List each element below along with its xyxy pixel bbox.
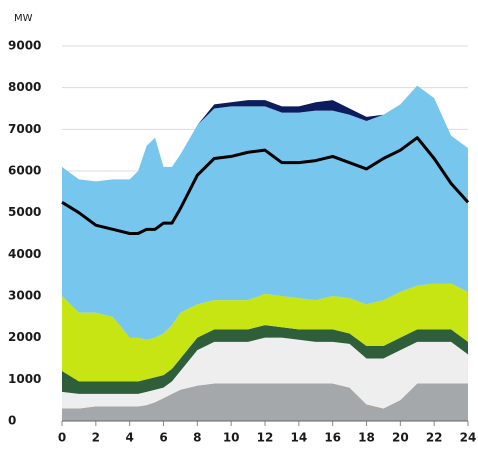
- area: [62, 85, 468, 182]
- x-tick-label: 14: [290, 431, 307, 445]
- y-tick-label: 1000: [8, 372, 41, 386]
- y-tick-label: 4000: [8, 247, 41, 261]
- x-tick-label: 4: [125, 431, 133, 445]
- y-tick-label: 5000: [8, 205, 41, 219]
- x-tick-label: 18: [358, 431, 375, 445]
- area: [62, 85, 468, 340]
- x-tick-label: 12: [257, 431, 274, 445]
- area: [62, 325, 468, 394]
- y-tick-label: 3000: [8, 289, 41, 303]
- x-tick-label: 24: [460, 431, 477, 445]
- x-tick-label: 6: [159, 431, 167, 445]
- y-tick-label: 6000: [8, 164, 41, 178]
- x-tick-label: 0: [58, 431, 66, 445]
- areas: [62, 85, 468, 421]
- y-tick-label: 9000: [8, 39, 41, 53]
- y-tick-label: 2000: [8, 330, 41, 344]
- x-tick-label: 2: [92, 431, 100, 445]
- y-axis-label: MW: [14, 13, 33, 24]
- area: [62, 337, 468, 409]
- x-tick-label: 10: [223, 431, 240, 445]
- y-tick-label: 7000: [8, 122, 41, 136]
- x-tick-label: 20: [392, 431, 409, 445]
- area: [62, 283, 468, 382]
- x-tick-label: 16: [324, 431, 341, 445]
- y-tick-label: 0: [8, 414, 16, 428]
- x-tick-label: 22: [426, 431, 443, 445]
- area: [62, 383, 468, 421]
- x-tick-label: 8: [193, 431, 201, 445]
- y-tick-label: 8000: [8, 80, 41, 94]
- line: [61, 136, 470, 235]
